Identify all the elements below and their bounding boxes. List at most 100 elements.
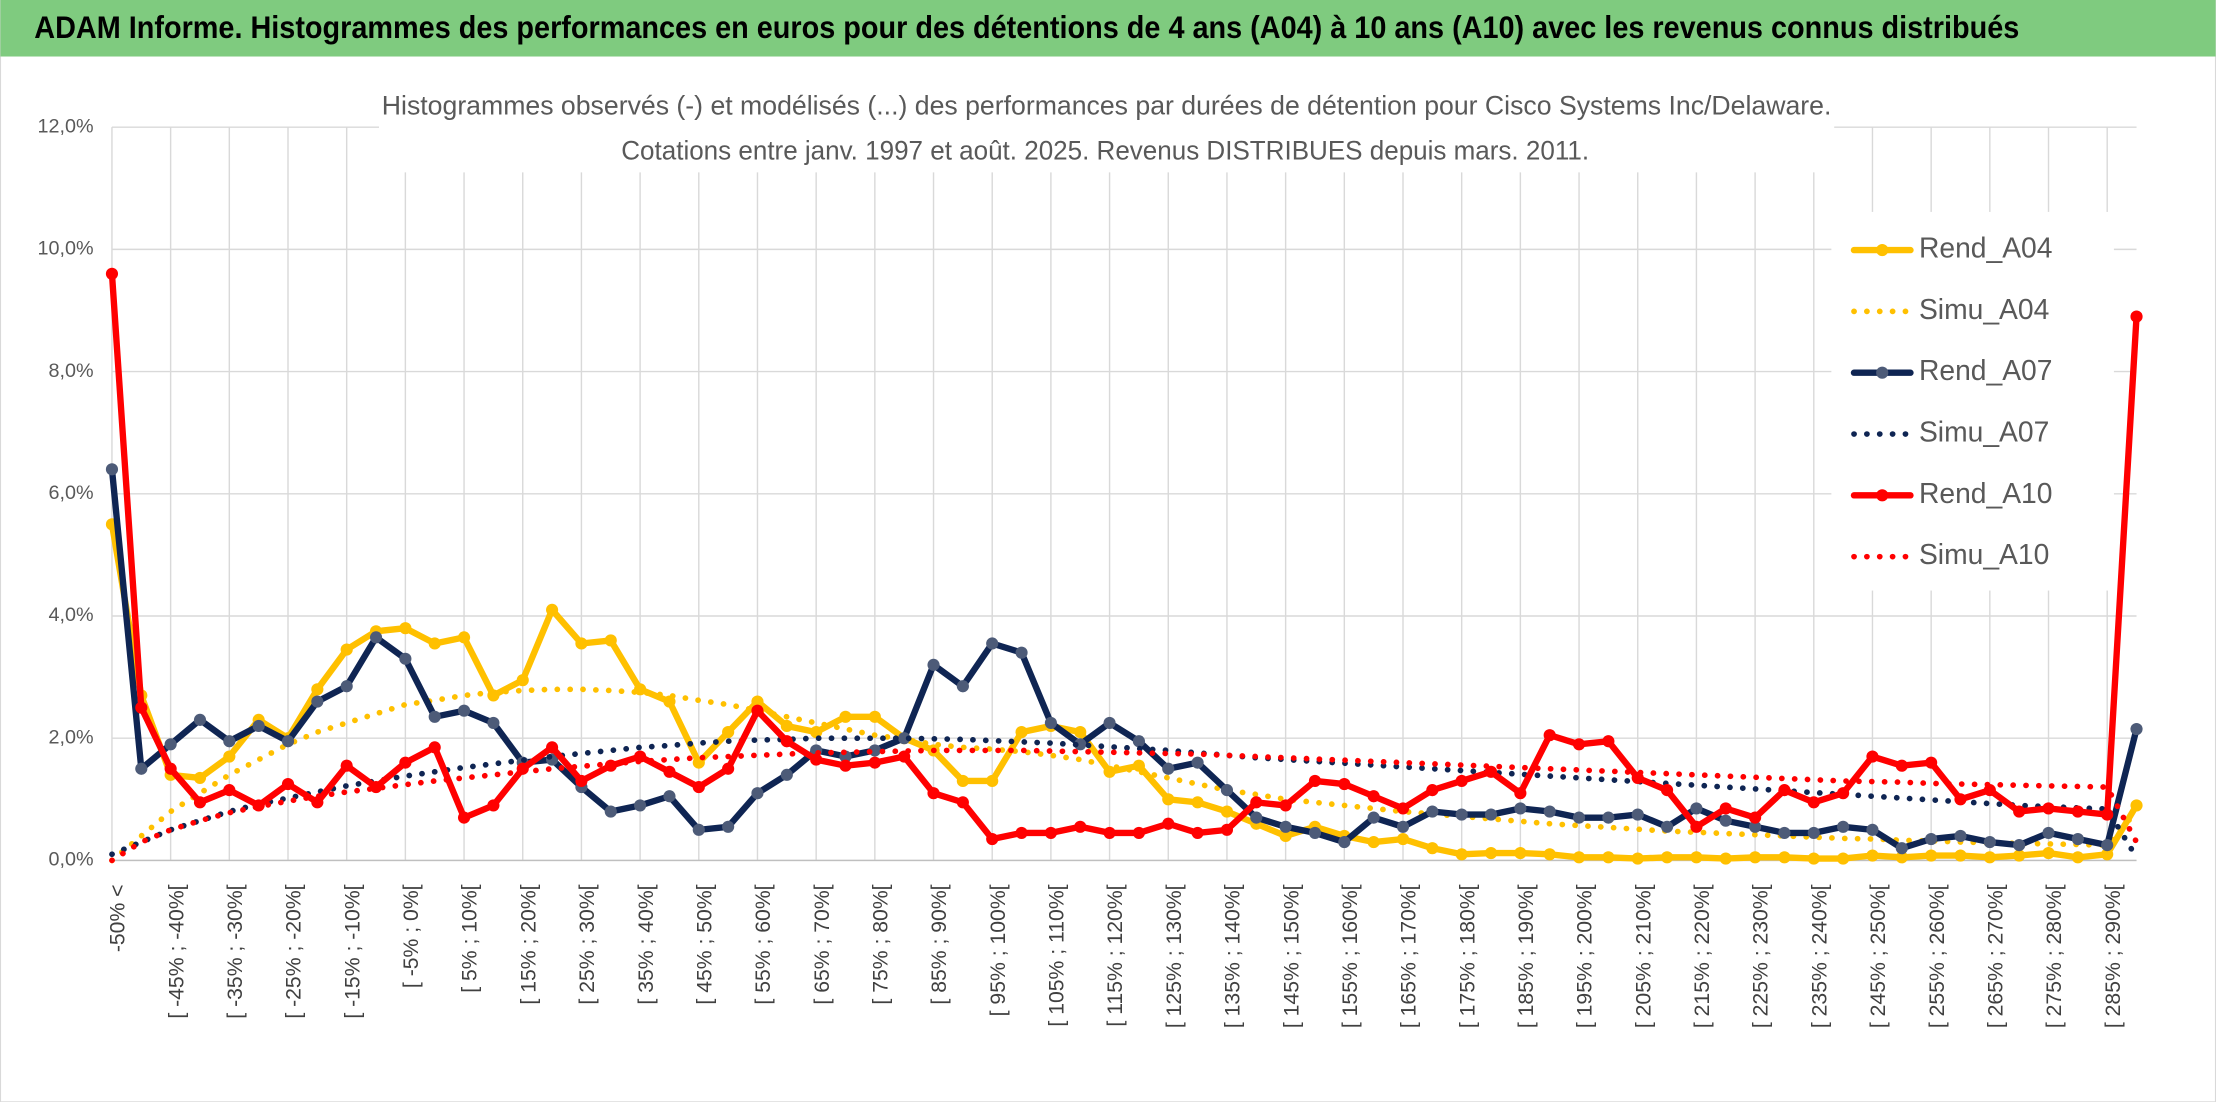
data-point bbox=[1660, 820, 1674, 833]
data-point bbox=[193, 796, 207, 809]
data-point bbox=[1132, 759, 1145, 772]
legend-label: Simu_A10 bbox=[1919, 538, 2049, 570]
data-point bbox=[369, 781, 383, 794]
data-point bbox=[1338, 836, 1351, 849]
data-point bbox=[1954, 793, 1967, 806]
data-point bbox=[1807, 796, 1820, 809]
data-point bbox=[1279, 829, 1292, 843]
x-tick-label: [ -5% ; 0%[ bbox=[400, 884, 423, 988]
data-point bbox=[1690, 851, 1703, 864]
data-point bbox=[604, 805, 617, 818]
data-point bbox=[1719, 852, 1732, 865]
data-point bbox=[810, 726, 823, 739]
data-point bbox=[2042, 847, 2055, 860]
x-tick-label: [ -25% ; -20%[ bbox=[283, 884, 306, 1018]
data-point bbox=[751, 787, 764, 800]
data-point bbox=[1807, 826, 1820, 839]
series-line bbox=[108, 270, 2140, 843]
data-point bbox=[1279, 799, 1292, 812]
data-point bbox=[1455, 774, 1468, 788]
data-point bbox=[193, 771, 207, 784]
data-point bbox=[1396, 802, 1410, 815]
y-tick-label: 12,0% bbox=[38, 115, 94, 137]
data-point bbox=[1044, 826, 1057, 839]
y-tick-label: 0,0% bbox=[49, 849, 94, 871]
data-point bbox=[135, 701, 148, 714]
data-point bbox=[1749, 820, 1762, 833]
x-tick-label: [ 135% ; 140%[ bbox=[1222, 884, 1245, 1028]
data-point bbox=[1514, 847, 1527, 860]
data-point bbox=[1602, 735, 1615, 748]
legend-marker bbox=[1876, 366, 1889, 379]
data-point bbox=[956, 774, 969, 788]
data-point bbox=[1191, 756, 1204, 769]
data-point bbox=[1308, 826, 1322, 839]
data-point bbox=[1631, 808, 1644, 821]
data-point bbox=[252, 719, 265, 733]
x-tick-label: [ 215% ; 220%[ bbox=[1691, 884, 1714, 1028]
data-point bbox=[2101, 839, 2114, 852]
data-point bbox=[223, 784, 236, 797]
x-tick-label: [ 115% ; 120%[ bbox=[1104, 884, 1127, 1026]
data-point bbox=[1484, 847, 1498, 860]
y-tick-label: 8,0% bbox=[49, 360, 94, 382]
data-point bbox=[1308, 774, 1322, 788]
data-point bbox=[1074, 738, 1087, 751]
data-point bbox=[839, 710, 852, 723]
data-point bbox=[2071, 805, 2084, 818]
data-point bbox=[340, 759, 353, 772]
data-point bbox=[2071, 851, 2084, 864]
data-point bbox=[2042, 802, 2055, 815]
data-point bbox=[1367, 790, 1380, 803]
title-backdrop bbox=[378, 87, 1835, 173]
data-point bbox=[722, 726, 735, 739]
data-point bbox=[2101, 848, 2114, 861]
data-point bbox=[1719, 802, 1732, 815]
data-point bbox=[1954, 829, 1967, 843]
legend-marker bbox=[1876, 243, 1889, 257]
data-point bbox=[1983, 851, 1996, 864]
data-point bbox=[193, 713, 207, 726]
legend-label: Rend_A04 bbox=[1919, 232, 2053, 264]
data-point bbox=[2013, 849, 2026, 862]
x-tick-label: [ 65% ; 70%[ bbox=[811, 884, 834, 1004]
data-point bbox=[1660, 851, 1674, 864]
data-point bbox=[223, 735, 236, 748]
data-point bbox=[1690, 820, 1703, 833]
data-point bbox=[1455, 808, 1468, 821]
legend: Rend_A04 Simu_A04 Rend_A07 Simu_A07 Rend_A10… bbox=[1850, 232, 2053, 570]
data-point bbox=[1396, 820, 1410, 833]
data-point bbox=[1191, 796, 1204, 809]
data-point bbox=[692, 781, 705, 794]
plot-area: -50% < [ -45% ; -40%[[ -35% ; -30%[[ -25%… bbox=[38, 115, 2143, 1028]
data-point bbox=[2042, 826, 2055, 839]
data-point bbox=[223, 750, 236, 763]
data-point bbox=[1572, 738, 1586, 751]
data-point bbox=[428, 637, 441, 650]
data-point bbox=[1074, 820, 1087, 833]
data-point bbox=[1132, 826, 1145, 839]
data-point bbox=[1220, 784, 1234, 797]
data-point bbox=[1543, 805, 1556, 818]
data-point bbox=[2130, 799, 2143, 812]
data-point bbox=[546, 741, 559, 754]
data-point bbox=[1191, 826, 1204, 839]
data-point bbox=[340, 680, 353, 693]
data-point bbox=[1954, 849, 1967, 862]
data-point bbox=[663, 765, 676, 778]
data-point bbox=[369, 631, 383, 644]
data-point bbox=[1749, 811, 1762, 824]
x-tick-label: [ 255% ; 260%[ bbox=[1926, 884, 1949, 1028]
data-point bbox=[1807, 852, 1820, 865]
data-point bbox=[1778, 826, 1791, 839]
data-point bbox=[2130, 310, 2143, 323]
data-point bbox=[986, 832, 999, 846]
data-point bbox=[1250, 796, 1263, 809]
x-tick-label: [ 265% ; 270%[ bbox=[1984, 884, 2007, 1028]
data-point bbox=[399, 652, 412, 665]
data-point bbox=[164, 762, 177, 775]
data-point bbox=[839, 759, 852, 772]
legend-marker bbox=[1876, 489, 1889, 502]
x-tick-label: [ -35% ; -30%[ bbox=[224, 884, 247, 1018]
